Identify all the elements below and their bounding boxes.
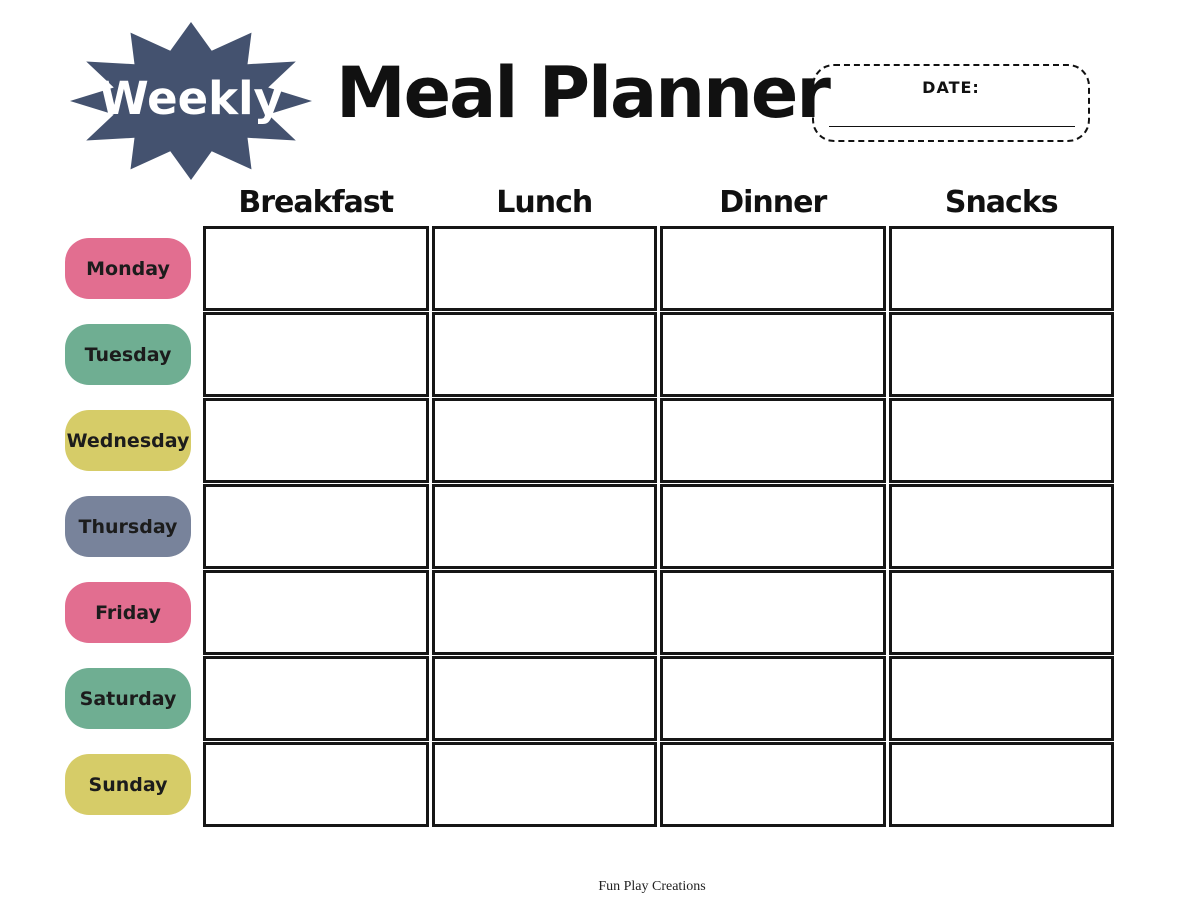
meal-cell-friday-dinner[interactable] — [660, 570, 886, 655]
meal-cell-friday-lunch[interactable] — [431, 570, 657, 655]
date-label: DATE: — [922, 78, 980, 97]
meal-cell-thursday-snacks[interactable] — [888, 484, 1114, 569]
day-label: Monday — [86, 257, 170, 280]
day-pill-wednesday: Wednesday — [65, 410, 191, 471]
meal-cell-tuesday-dinner[interactable] — [660, 312, 886, 397]
meal-cell-saturday-lunch[interactable] — [431, 656, 657, 741]
meal-cell-thursday-dinner[interactable] — [660, 484, 886, 569]
day-label: Thursday — [78, 515, 178, 538]
meal-cell-saturday-snacks[interactable] — [888, 656, 1114, 741]
meal-cell-tuesday-breakfast[interactable] — [203, 312, 429, 397]
footer-credit: Fun Play Creations — [598, 879, 706, 894]
meal-cell-tuesday-snacks[interactable] — [888, 312, 1114, 397]
day-label: Sunday — [88, 773, 168, 796]
day-pill-saturday: Saturday — [65, 668, 191, 729]
day-labels: Monday Tuesday Wednesday Thursday Friday Satu… — [65, 226, 191, 827]
meal-cell-wednesday-breakfast[interactable] — [203, 398, 429, 483]
day-pill-thursday: Thursday — [65, 496, 191, 557]
starburst-icon — [70, 22, 312, 180]
meal-cell-sunday-lunch[interactable] — [431, 742, 657, 827]
meal-cell-thursday-lunch[interactable] — [431, 484, 657, 569]
day-pill-friday: Friday — [65, 582, 191, 643]
meal-cell-monday-dinner[interactable] — [660, 226, 886, 311]
meal-cell-monday-snacks[interactable] — [888, 226, 1114, 311]
day-label: Wednesday — [66, 429, 190, 452]
day-slot: Thursday — [65, 484, 191, 569]
day-label: Tuesday — [84, 343, 172, 366]
day-slot: Tuesday — [65, 312, 191, 397]
date-box[interactable]: DATE: — [812, 64, 1090, 142]
meal-cell-friday-breakfast[interactable] — [203, 570, 429, 655]
meal-cell-wednesday-lunch[interactable] — [431, 398, 657, 483]
meal-cell-monday-lunch[interactable] — [431, 226, 657, 311]
meal-cell-sunday-breakfast[interactable] — [203, 742, 429, 827]
day-label: Saturday — [79, 687, 177, 710]
meal-cell-monday-breakfast[interactable] — [203, 226, 429, 311]
meal-cell-sunday-snacks[interactable] — [888, 742, 1114, 827]
column-header-breakfast: Breakfast — [238, 184, 394, 220]
day-pill-monday: Monday — [65, 238, 191, 299]
day-pill-sunday: Sunday — [65, 754, 191, 815]
meal-cell-tuesday-lunch[interactable] — [431, 312, 657, 397]
page-title: Meal Planner — [336, 52, 831, 134]
meal-cell-wednesday-snacks[interactable] — [888, 398, 1114, 483]
day-slot: Wednesday — [65, 398, 191, 483]
column-header-dinner: Dinner — [719, 184, 827, 220]
column-headers: Breakfast Lunch Dinner Snacks — [203, 180, 1114, 224]
meal-cell-friday-snacks[interactable] — [888, 570, 1114, 655]
meal-cell-saturday-dinner[interactable] — [660, 656, 886, 741]
day-pill-tuesday: Tuesday — [65, 324, 191, 385]
meal-cell-sunday-dinner[interactable] — [660, 742, 886, 827]
day-slot: Monday — [65, 226, 191, 311]
meal-cell-wednesday-dinner[interactable] — [660, 398, 886, 483]
day-slot: Friday — [65, 570, 191, 655]
day-label: Friday — [95, 601, 161, 624]
column-header-snacks: Snacks — [944, 184, 1059, 220]
meal-cell-saturday-breakfast[interactable] — [203, 656, 429, 741]
weekly-badge: Weekly — [66, 20, 316, 182]
column-header-lunch: Lunch — [496, 184, 593, 220]
day-slot: Sunday — [65, 742, 191, 827]
date-input-line[interactable] — [829, 126, 1075, 127]
day-slot: Saturday — [65, 656, 191, 741]
meal-cell-thursday-breakfast[interactable] — [203, 484, 429, 569]
weekly-badge-label: Weekly — [99, 71, 283, 125]
meal-grid — [203, 226, 1114, 827]
